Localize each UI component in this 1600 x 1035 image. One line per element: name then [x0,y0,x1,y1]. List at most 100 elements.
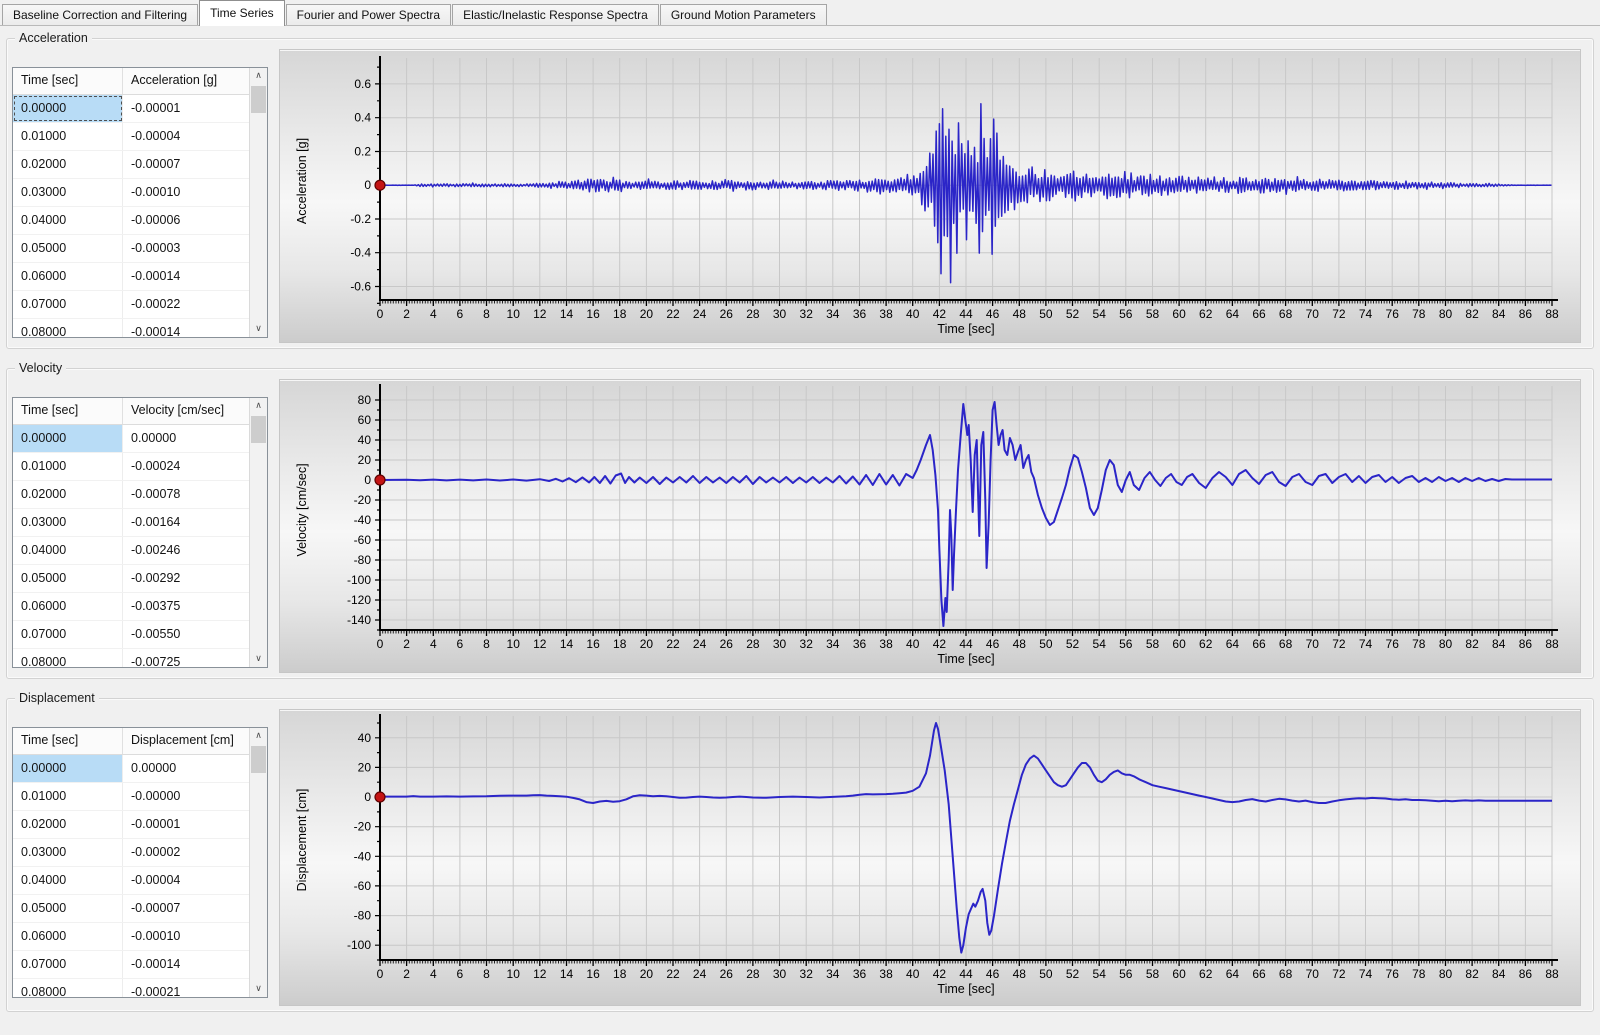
svg-text:68: 68 [1279,967,1293,981]
scroll-down-arrow-icon[interactable]: ∨ [255,653,262,663]
table-cell[interactable]: -0.00078 [131,487,181,501]
svg-text:-80: -80 [354,553,372,567]
table-cell[interactable]: 0.03000 [13,509,123,536]
table-cell[interactable]: 0.07000 [13,291,123,318]
svg-text:32: 32 [800,967,814,981]
table-cell[interactable]: 0.07000 [13,951,123,978]
tab-elastic-inelastic-response-spectra[interactable]: Elastic/Inelastic Response Spectra [452,4,659,25]
velocity-group-title: Velocity [15,360,67,376]
velocity-chart-panel[interactable]: 0 2 4 6 8 10 12 14 16 18 20 22 24 26 28 30 32 34 36 38 40 42 4… [279,379,1581,673]
svg-text:0: 0 [377,967,384,981]
table-cell[interactable]: 0.06000 [13,593,123,620]
scrollbar-thumb[interactable] [251,416,266,443]
table-cell[interactable]: 0.07000 [13,621,123,648]
table-cell[interactable]: -0.00292 [131,571,181,585]
table-cell[interactable]: 0.01000 [13,453,123,480]
table-cell[interactable]: 0.04000 [13,537,123,564]
svg-text:66: 66 [1252,637,1266,651]
table-cell[interactable]: 0.00000 [131,761,177,775]
table-cell[interactable]: -0.00010 [131,929,181,943]
table-cell[interactable]: -0.00021 [131,985,181,997]
tab-baseline-correction-and-filtering[interactable]: Baseline Correction and Filtering [2,4,199,25]
table-cell[interactable]: -0.00246 [131,543,181,557]
scroll-down-arrow-icon[interactable]: ∨ [255,983,262,993]
origin-marker[interactable] [374,179,386,191]
tab-ground-motion-parameters[interactable]: Ground Motion Parameters [659,4,827,25]
table-cell[interactable]: -0.00002 [131,845,181,859]
table-cell[interactable]: 0.08000 [13,319,123,337]
table-cell[interactable]: 0.08000 [13,649,123,667]
scrollbar-thumb[interactable] [251,86,266,113]
table-cell[interactable]: 0.05000 [13,565,123,592]
displacement-chart-panel[interactable]: 0 2 4 6 8 10 12 14 16 18 20 22 24 26 28 30 32 34 36 38 40 42 4… [279,709,1581,1006]
scrollbar-thumb[interactable] [251,746,266,773]
table-row: 0.08000 -0.00014 [13,319,249,337]
scroll-up-arrow-icon[interactable]: ∧ [255,730,262,740]
table-header-row: Time [sec] Displacement [cm] [13,728,249,755]
table-cell[interactable]: -0.00014 [131,957,181,971]
svg-text:54: 54 [1093,637,1107,651]
svg-text:82: 82 [1465,637,1479,651]
table-row: 0.06000 -0.00010 [13,923,249,951]
table-cell[interactable]: 0.01000 [13,123,123,150]
table-cell[interactable]: 0.04000 [13,867,123,894]
table-cell[interactable]: -0.00001 [131,817,181,831]
waveform-line [379,401,1552,627]
table-cell[interactable]: -0.00010 [131,185,181,199]
scroll-down-arrow-icon[interactable]: ∨ [255,323,262,333]
scroll-up-arrow-icon[interactable]: ∧ [255,70,262,80]
svg-text:-60: -60 [354,533,372,547]
tab-fourier-and-power-spectra[interactable]: Fourier and Power Spectra [285,4,452,25]
table-cell[interactable]: -0.00022 [131,297,181,311]
table-cell[interactable]: -0.00004 [131,873,181,887]
table-cell[interactable]: -0.00007 [131,157,181,171]
table-scrollbar[interactable]: ∧ ∨ [249,68,267,337]
table-cell[interactable]: 0.08000 [13,979,123,997]
table-cell[interactable]: -0.00000 [131,789,181,803]
table-cell[interactable]: 0.03000 [13,179,123,206]
table-row: 0.01000 -0.00024 [13,453,249,481]
svg-text:28: 28 [746,307,760,321]
table-cell[interactable]: 0.04000 [13,207,123,234]
table-cell[interactable]: -0.00006 [131,213,181,227]
table-cell[interactable]: -0.00375 [131,599,181,613]
origin-marker[interactable] [374,474,386,486]
acceleration-chart-panel[interactable]: 0 2 4 6 8 10 12 14 16 18 20 22 24 26 28 30 32 34 36 38 40 42 4… [279,49,1581,343]
table-cell[interactable]: -0.00164 [131,515,181,529]
table-cell[interactable]: -0.00014 [131,325,181,337]
tab-time-series[interactable]: Time Series [199,0,285,26]
table-cell[interactable]: -0.00007 [131,901,181,915]
table-cell[interactable]: 0.00000 [13,95,123,122]
table-row: 0.00000 0.00000 [13,755,249,783]
table-scrollbar[interactable]: ∧ ∨ [249,398,267,667]
svg-text:42: 42 [933,307,947,321]
svg-text:4: 4 [430,637,437,651]
table-cell[interactable]: 0.00000 [13,425,123,452]
table-cell[interactable]: 0.02000 [13,811,123,838]
svg-text:12: 12 [533,307,547,321]
table-cell[interactable]: 0.05000 [13,895,123,922]
table-cell[interactable]: -0.00003 [131,241,181,255]
table-cell[interactable]: -0.00004 [131,129,181,143]
table-scrollbar[interactable]: ∧ ∨ [249,728,267,997]
table-cell[interactable]: 0.06000 [13,923,123,950]
svg-text:80: 80 [358,393,372,407]
table-cell[interactable]: -0.00014 [131,269,181,283]
table-cell[interactable]: 0.02000 [13,481,123,508]
table-cell[interactable]: 0.00000 [13,755,123,782]
table-cell[interactable]: -0.00024 [131,459,181,473]
table-cell[interactable]: 0.00000 [131,431,177,445]
table-cell[interactable]: -0.00550 [131,627,181,641]
svg-text:62: 62 [1199,967,1213,981]
table-cell[interactable]: 0.01000 [13,783,123,810]
svg-text:86: 86 [1519,307,1533,321]
table-cell[interactable]: 0.02000 [13,151,123,178]
svg-text:8: 8 [483,967,490,981]
table-cell[interactable]: 0.03000 [13,839,123,866]
origin-marker[interactable] [374,791,386,803]
table-cell[interactable]: 0.06000 [13,263,123,290]
table-cell[interactable]: 0.05000 [13,235,123,262]
table-cell[interactable]: -0.00725 [131,655,181,667]
scroll-up-arrow-icon[interactable]: ∧ [255,400,262,410]
table-cell[interactable]: -0.00001 [131,101,181,115]
